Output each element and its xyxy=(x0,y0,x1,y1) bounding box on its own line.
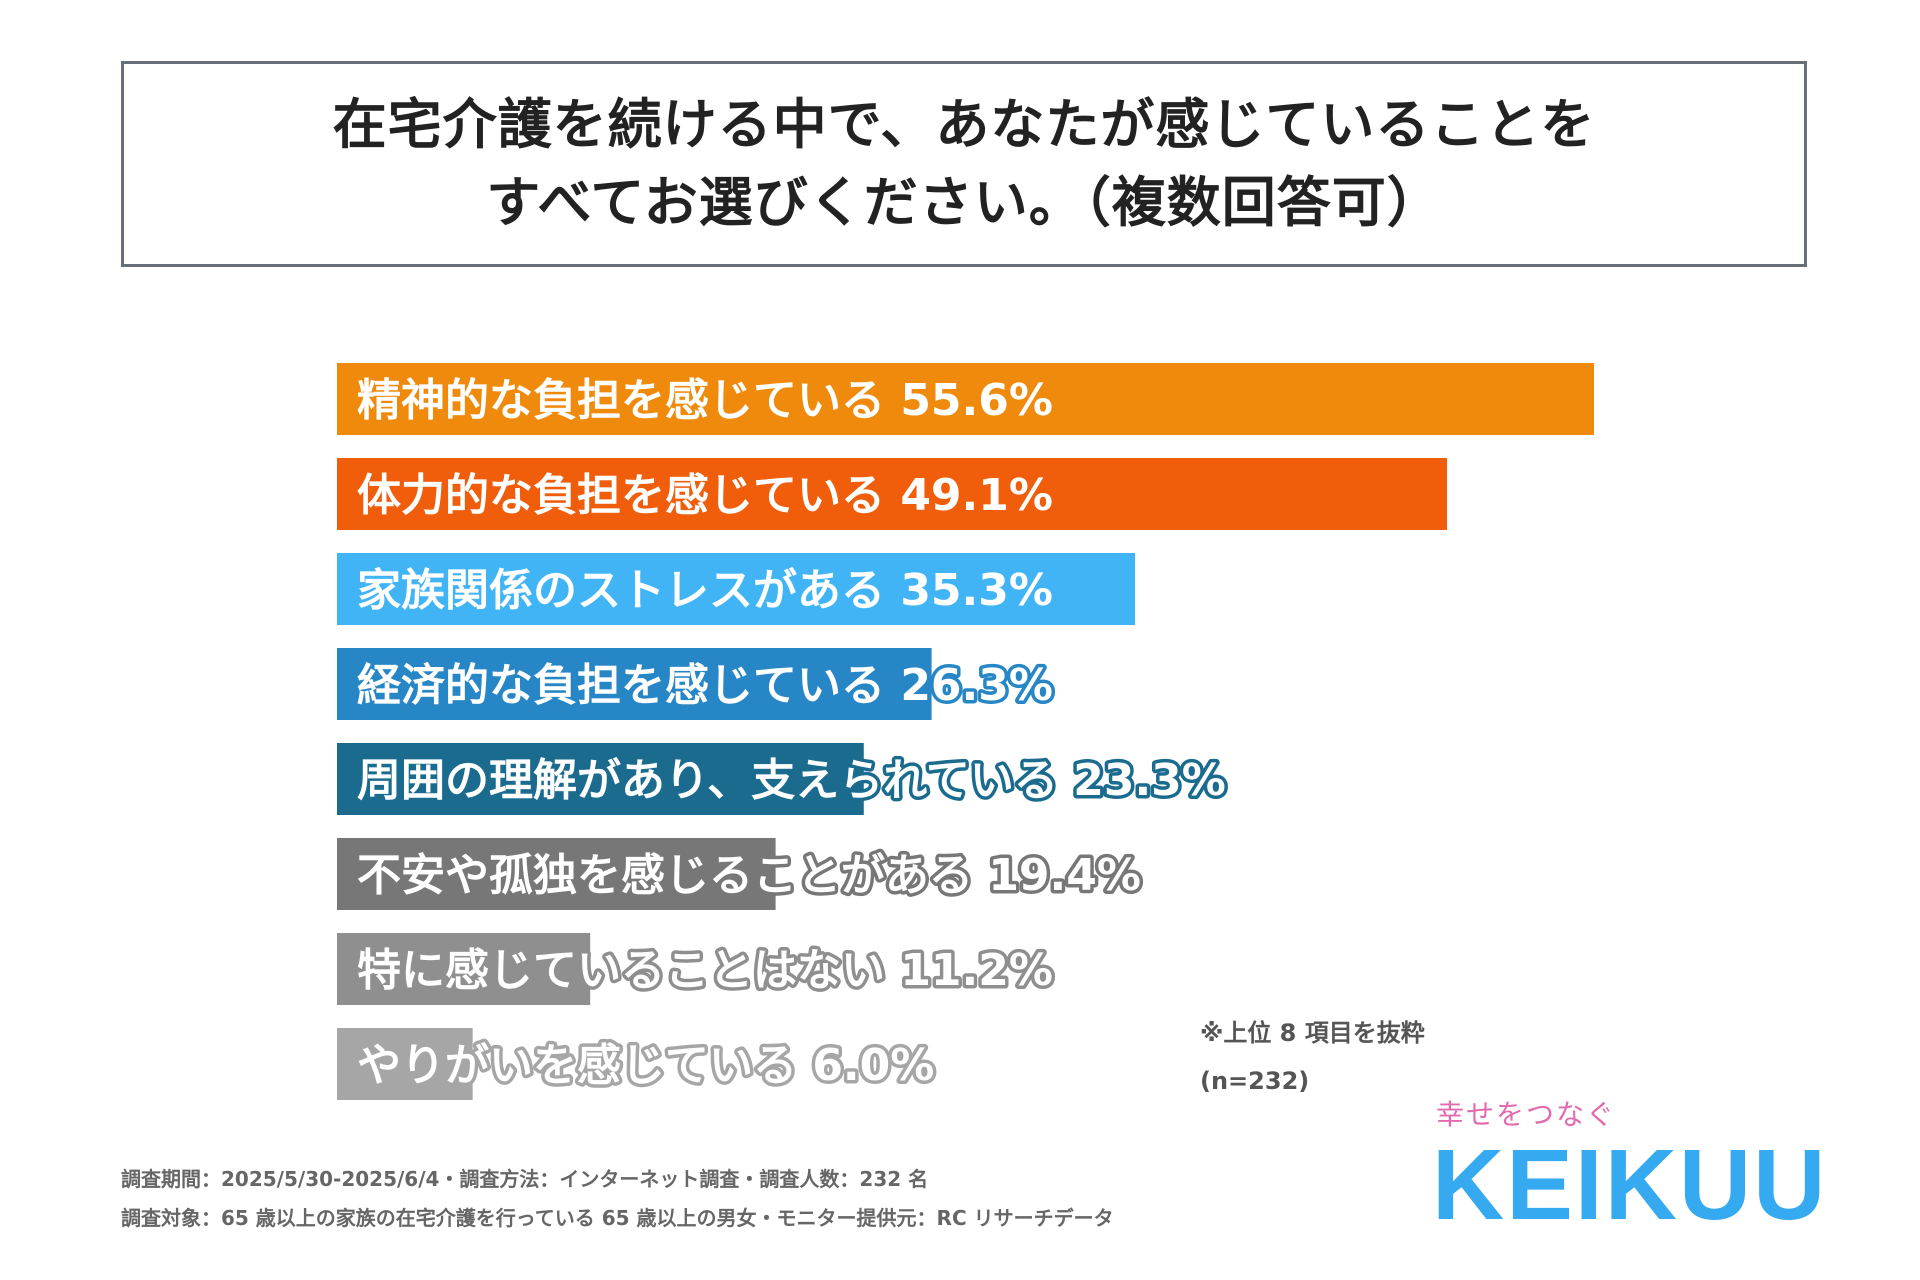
bar-label-1: 精神的な負担を感じている 55.6% xyxy=(357,375,1053,426)
brand-logo: KEIKUU xyxy=(1432,1129,1828,1241)
title-line-2: すべてお選びください。（複数回答可） xyxy=(486,171,1442,234)
brand-tagline: 幸せをつなぐ xyxy=(1436,1098,1617,1131)
bar-label-8: やりがいを感じている 6.0% xyxy=(357,1040,934,1091)
title-line-1: 在宅介護を続ける中で、あなたが感じていることを xyxy=(332,93,1596,156)
footer-survey-period: 調査期間：2025/5/30-2025/6/4・調査方法：インターネット調査・調… xyxy=(121,1167,929,1191)
bar-label-2: 体力的な負担を感じている 49.1% xyxy=(357,470,1053,521)
bar-label-3: 家族関係のストレスがある 35.3% xyxy=(357,565,1053,616)
bar-6 xyxy=(337,838,776,910)
bar-5 xyxy=(337,743,864,815)
bar-label-5: 周囲の理解があり、支えられている 23.3% xyxy=(357,755,1226,806)
bar-8 xyxy=(337,1028,473,1100)
bar-4 xyxy=(337,648,932,720)
bar-7 xyxy=(337,933,591,1005)
note-sample-size: (n=232) xyxy=(1200,1067,1310,1095)
bar-1 xyxy=(337,363,1594,435)
bar-3 xyxy=(337,553,1136,625)
bar-label-6: 不安や孤独を感じることがある 19.4% xyxy=(357,850,1141,901)
note-extract: ※上位 8 項目を抜粋 xyxy=(1200,1019,1425,1047)
bar-label-4: 経済的な負担を感じている 26.3% xyxy=(357,660,1053,711)
bar-label-7: 特に感じていることはない 11.2% xyxy=(357,945,1053,996)
title-box: 在宅介護を続ける中で、あなたが感じていることを すべてお選びください。（複数回答… xyxy=(121,61,1807,267)
footer-survey-target: 調査対象：65 歳以上の家族の在宅介護を行っている 65 歳以上の男女・モニター… xyxy=(121,1206,1114,1230)
bar-2 xyxy=(337,458,1448,530)
